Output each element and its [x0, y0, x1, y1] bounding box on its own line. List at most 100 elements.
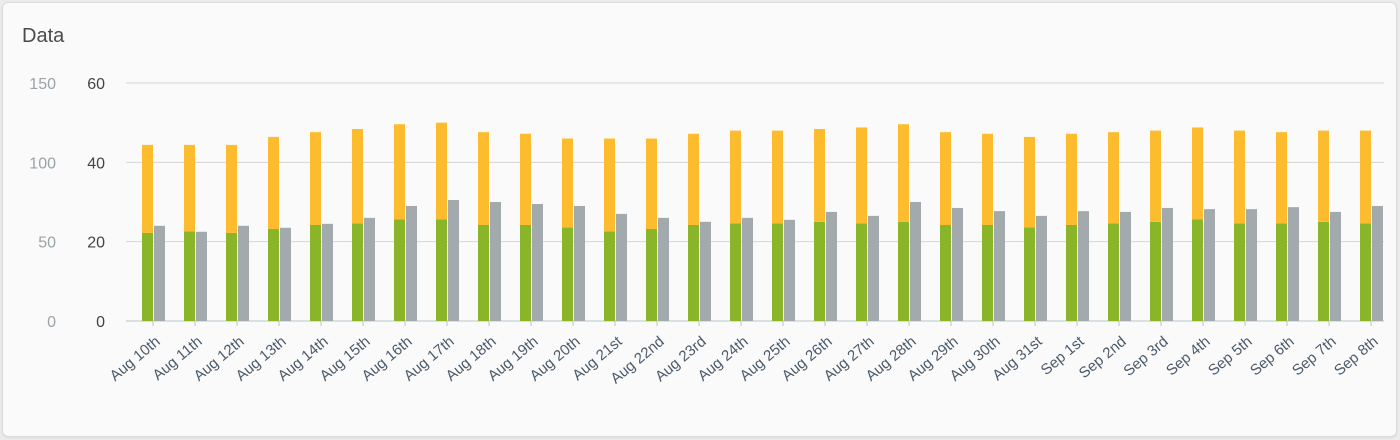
- bar-green: [184, 231, 195, 321]
- bar-gray: [574, 205, 585, 321]
- bar-green: [982, 225, 993, 321]
- bar-green: [1150, 221, 1161, 321]
- bar-gray: [1078, 211, 1089, 321]
- x-tick-label: Sep 6th: [1247, 333, 1298, 379]
- bar-green: [1108, 223, 1119, 321]
- bar-gray: [658, 217, 669, 321]
- bar-yellow: [352, 129, 363, 224]
- bar-yellow: [898, 124, 909, 222]
- bar-yellow: [184, 144, 195, 232]
- bar-yellow: [394, 124, 405, 220]
- y-left-tick-label: 150: [29, 76, 56, 93]
- bar-yellow: [310, 132, 321, 226]
- bar-yellow: [772, 130, 783, 224]
- bar-yellow: [268, 136, 279, 229]
- bar-green: [730, 223, 741, 321]
- bar-yellow: [1360, 130, 1371, 224]
- bar-green: [688, 225, 699, 321]
- bar-yellow: [1150, 130, 1161, 222]
- bar-yellow: [478, 132, 489, 226]
- bar-yellow: [520, 133, 531, 226]
- bar-gray: [784, 219, 795, 321]
- bar-gray: [1246, 209, 1257, 321]
- bar-yellow: [1318, 130, 1329, 222]
- bar-gray: [994, 211, 1005, 321]
- bar-gray: [1162, 207, 1173, 321]
- bar-green: [940, 225, 951, 321]
- bar-yellow: [226, 144, 237, 233]
- x-tick-label: Sep 4th: [1163, 333, 1214, 379]
- bar-gray: [364, 217, 375, 321]
- bar-yellow: [604, 138, 615, 232]
- bar-gray: [1372, 205, 1383, 321]
- y-right-tick-label: 40: [87, 155, 105, 172]
- bar-yellow: [982, 133, 993, 226]
- card-title: Data: [22, 25, 65, 47]
- bar-gray: [1120, 211, 1131, 321]
- bar-yellow: [688, 133, 699, 226]
- bar-gray: [1288, 207, 1299, 321]
- bar-gray: [952, 207, 963, 321]
- bar-green: [856, 223, 867, 321]
- bar-green: [646, 228, 657, 321]
- bar-yellow: [1276, 132, 1287, 224]
- bar-yellow: [562, 138, 573, 228]
- bar-green: [1276, 223, 1287, 321]
- x-tick-label: Sep 2nd: [1076, 333, 1130, 382]
- bar-gray: [238, 225, 249, 321]
- bar-green: [142, 232, 153, 321]
- x-tick-label: Sep 3rd: [1120, 333, 1171, 380]
- bar-green: [814, 221, 825, 321]
- bar-green: [1066, 225, 1077, 321]
- y-left-tick-label: 0: [47, 314, 56, 331]
- bar-green: [352, 223, 363, 321]
- bar-gray: [448, 200, 459, 321]
- bar-yellow: [1066, 133, 1077, 226]
- bar-gray: [280, 227, 291, 321]
- bar-gray: [868, 215, 879, 321]
- bar-gray: [616, 213, 627, 321]
- bar-gray: [742, 217, 753, 321]
- bar-green: [772, 223, 783, 321]
- bar-green: [1318, 221, 1329, 321]
- bar-gray: [532, 203, 543, 321]
- bar-yellow: [730, 130, 741, 224]
- bar-gray: [406, 205, 417, 321]
- bar-green: [436, 219, 447, 321]
- bar-yellow: [856, 127, 867, 224]
- bar-yellow: [1192, 127, 1203, 220]
- bar-green: [604, 231, 615, 321]
- bar-yellow: [1108, 132, 1119, 224]
- bar-gray: [196, 231, 207, 321]
- bar-green: [562, 227, 573, 321]
- bar-gray: [1204, 209, 1215, 321]
- y-left-tick-label: 50: [38, 235, 56, 252]
- bar-gray: [826, 211, 837, 321]
- y-right-tick-label: 60: [87, 76, 105, 93]
- bar-gray: [700, 221, 711, 321]
- bar-yellow: [646, 138, 657, 229]
- y-right-tick-label: 0: [96, 314, 105, 331]
- bar-green: [1024, 227, 1035, 321]
- x-tick-label: Sep 7th: [1289, 333, 1340, 379]
- bar-green: [268, 228, 279, 321]
- x-tick-label: Sep 5th: [1205, 333, 1256, 379]
- bar-gray: [490, 202, 501, 321]
- bar-yellow: [814, 129, 825, 222]
- bar-green: [394, 219, 405, 321]
- bar-green: [478, 225, 489, 321]
- bar-yellow: [436, 122, 447, 220]
- bar-green: [520, 225, 531, 321]
- bar-gray: [1036, 215, 1047, 321]
- x-tick-label: Sep 8th: [1331, 333, 1382, 379]
- bar-gray: [910, 202, 921, 321]
- bar-green: [1360, 223, 1371, 321]
- bar-green: [226, 232, 237, 321]
- bar-green: [1234, 223, 1245, 321]
- bar-green: [310, 225, 321, 321]
- bar-gray: [322, 223, 333, 321]
- bar-green: [898, 221, 909, 321]
- bar-yellow: [142, 144, 153, 233]
- bar-yellow: [1234, 130, 1245, 224]
